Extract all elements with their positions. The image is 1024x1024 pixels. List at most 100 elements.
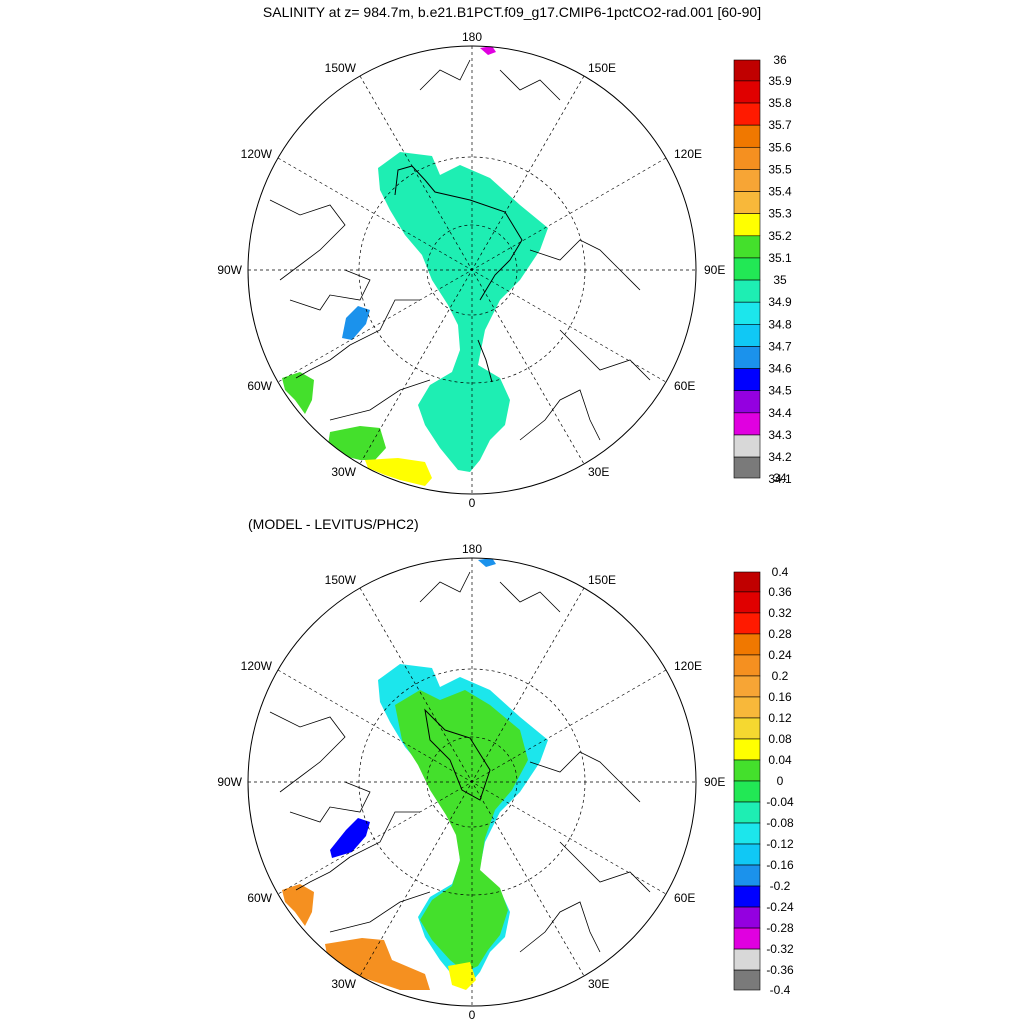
salinity-map: 180 0 90W 90E 150W 120W 60W 30W 150E 120… — [217, 30, 725, 510]
difference-colorbar-tick-label: 0.36 — [768, 585, 792, 599]
salinity-colorbar-tick-label: 34 — [773, 471, 787, 485]
difference-colorbar-swatch — [733, 864, 761, 887]
difference-colorbar-tick-label: -0.36 — [766, 963, 794, 977]
salinity-colorbar-swatch — [733, 456, 761, 479]
difference-colorbar-swatch — [733, 696, 761, 719]
meridians — [248, 558, 696, 1006]
salinity-colorbar-swatch — [733, 235, 761, 259]
difference-colorbar-swatch — [733, 780, 761, 803]
difference-colorbar-swatch — [733, 612, 761, 635]
difference-colorbar: 0.4 0.36 0.32 0.28 0.24 0.2 0.16 0.12 0.08 0.04 0 -… — [733, 565, 794, 997]
difference-colorbar-tick-label: -0.12 — [766, 837, 794, 851]
salinity-colorbar-tick-label: 35.7 — [768, 118, 792, 132]
baffin-bay-field — [342, 306, 370, 340]
difference-colorbar-tick-label: 0.16 — [768, 690, 792, 704]
difference-colorbar-tick-label: -0.08 — [766, 816, 794, 830]
difference-colorbar-swatch — [733, 571, 761, 593]
lon-label-60e: 60E — [674, 379, 695, 393]
difference-map: 180 0 90W 90E 150W 120W 60W 30W 150E 120… — [217, 542, 725, 1022]
lon-label-60e: 60E — [674, 891, 695, 905]
salinity-colorbar-swatch — [733, 346, 761, 369]
salinity-colorbar-tick-label: 35.6 — [768, 140, 792, 154]
salinity-colorbar-tick-label: 34.9 — [768, 295, 792, 309]
difference-colorbar-swatch — [733, 843, 761, 866]
lon-label-120e: 120E — [674, 659, 702, 673]
salinity-colorbar-tick-label: 35.4 — [768, 185, 792, 199]
salinity-colorbar-swatch — [733, 213, 761, 237]
iceland-basin-field — [448, 962, 476, 990]
difference-colorbar-swatch — [733, 717, 761, 740]
salinity-colorbar-swatch — [733, 324, 761, 347]
difference-colorbar-tick-label: 0.2 — [772, 669, 789, 683]
lon-label-30e: 30E — [588, 465, 609, 479]
lon-label-0: 0 — [469, 496, 476, 510]
salinity-colorbar-tick-label: 35.2 — [768, 229, 792, 243]
difference-colorbar-tick-label: -0.04 — [766, 795, 794, 809]
difference-colorbar-tick-label: 0 — [777, 774, 784, 788]
salinity-colorbar-tick-label: 34.8 — [768, 317, 792, 331]
difference-colorbar-swatch — [733, 948, 761, 971]
lon-label-120w: 120W — [241, 147, 273, 161]
difference-colorbar-tick-label: -0.4 — [770, 983, 791, 997]
plot-title: SALINITY at z= 984.7m, b.e21.B1PCT.f09_g… — [263, 4, 761, 20]
salinity-colorbar-tick-label: 36 — [773, 53, 787, 67]
salinity-colorbar-tick-label: 34.4 — [768, 406, 792, 420]
difference-colorbar-tick-label: 0.08 — [768, 732, 792, 746]
meridians — [248, 46, 696, 494]
difference-colorbar-swatch — [733, 591, 761, 614]
lon-label-150e: 150E — [588, 61, 616, 75]
difference-colorbar-tick-label: 0.4 — [772, 565, 789, 579]
salinity-colorbar-tick-label: 34.3 — [768, 428, 792, 442]
difference-colorbar-swatch — [733, 654, 761, 677]
difference-colorbar-swatch — [733, 885, 761, 908]
salinity-colorbar: 36 35.9 35.8 35.7 35.6 35.5 35.4 35.3 35.2 35.1 35… — [733, 53, 792, 486]
lon-label-90e: 90E — [704, 775, 725, 789]
difference-colorbar-tick-label: -0.24 — [766, 900, 794, 914]
difference-colorbar-tick-label: -0.16 — [766, 858, 794, 872]
bering-patch-field — [480, 46, 496, 55]
salinity-colorbar-tick-label: 34.5 — [768, 384, 792, 398]
labrador-sea-field — [282, 884, 314, 926]
salinity-colorbar-swatch — [733, 102, 761, 126]
difference-colorbar-tick-label: -0.32 — [766, 942, 794, 956]
lon-label-90w: 90W — [217, 775, 242, 789]
lon-label-30e: 30E — [588, 977, 609, 991]
salinity-colorbar-tick-label: 34.6 — [768, 362, 792, 376]
difference-colorbar-swatch — [733, 906, 761, 929]
salinity-colorbar-swatch — [733, 146, 761, 170]
salinity-colorbar-tick-label: 35 — [773, 273, 787, 287]
salinity-colorbar-swatch — [733, 191, 761, 214]
salinity-colorbar-tick-label: 34.1 — [768, 472, 792, 486]
difference-colorbar-tick-label: 0.04 — [768, 753, 792, 767]
difference-colorbar-tick-label: 0.28 — [768, 627, 792, 641]
difference-colorbar-swatch — [733, 822, 761, 845]
salinity-colorbar-tick-label: 34.7 — [768, 339, 792, 353]
landmass-outlines — [269, 59, 651, 494]
lon-label-30w: 30W — [331, 465, 356, 479]
difference-colorbar-tick-label: 0.32 — [768, 606, 792, 620]
difference-colorbar-swatch — [733, 969, 761, 991]
baffin-bay-field — [330, 818, 370, 858]
difference-colorbar-tick-label: -0.28 — [766, 921, 794, 935]
salinity-colorbar-tick-label: 35.8 — [768, 96, 792, 110]
salinity-colorbar-tick-label: 35.9 — [768, 74, 792, 88]
salinity-colorbar-swatch — [733, 434, 761, 458]
inner-contour — [394, 165, 523, 301]
salinity-colorbar-swatch — [733, 412, 761, 436]
salinity-colorbar-tick-label: 35.3 — [768, 207, 792, 221]
salinity-colorbar-swatch — [733, 59, 761, 82]
salinity-colorbar-tick-label: 35.1 — [768, 251, 792, 265]
lon-label-180: 180 — [462, 30, 482, 44]
iceland-basin-field — [365, 458, 432, 486]
lon-label-30w: 30W — [331, 977, 356, 991]
salinity-colorbar-swatch — [733, 80, 761, 104]
arctic-basin-field — [395, 690, 528, 972]
difference-colorbar-swatch — [733, 633, 761, 656]
lon-label-120e: 120E — [674, 147, 702, 161]
lat-circle-80 — [426, 736, 518, 828]
irminger-sea-field — [328, 426, 386, 460]
lon-label-150e: 150E — [588, 573, 616, 587]
difference-colorbar-swatch — [733, 738, 761, 761]
lon-label-90e: 90E — [704, 263, 725, 277]
inner-contour — [424, 708, 491, 801]
